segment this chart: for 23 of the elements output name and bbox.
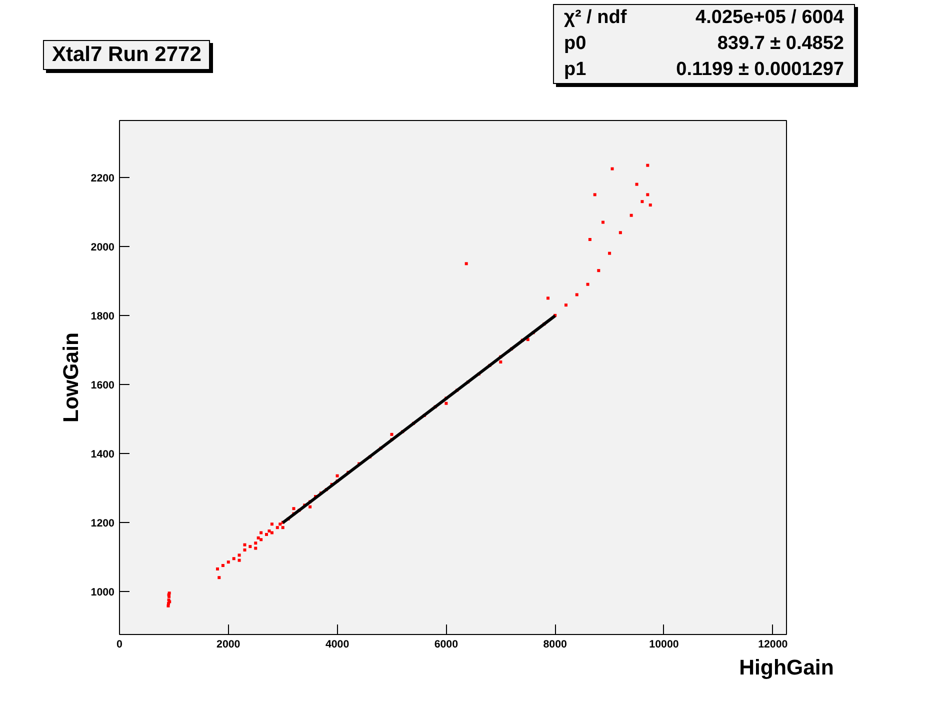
y-axis-title: LowGain	[58, 332, 83, 423]
y-tick-label: 2000	[90, 241, 115, 254]
y-tick-label: 1400	[90, 448, 115, 460]
x-tick-label: 10000	[649, 638, 679, 650]
x-tick-label: 6000	[434, 638, 458, 650]
text: 4.025e+05 / 6004	[694, 6, 845, 30]
text: p0	[563, 32, 588, 56]
y-tick-label: 1800	[90, 310, 115, 322]
x-tick-label: 0	[116, 638, 123, 650]
text: 839.7 ± 0.4852	[716, 32, 845, 56]
x-tick-label: 8000	[543, 638, 568, 650]
y-tick-label: 2200	[90, 172, 115, 184]
text: 0.1199 ± 0.0001297	[675, 58, 845, 82]
y-tick-label: 1000	[90, 586, 115, 598]
y-tick-label: 1600	[90, 379, 115, 392]
text: p1	[563, 58, 588, 82]
x-tick-label: 2000	[216, 638, 240, 650]
chart-title: Xtal7 Run 2772	[43, 40, 210, 70]
x-tick-label: 12000	[758, 638, 788, 650]
text: χ² / ndf	[563, 6, 628, 30]
x-tick-label: 4000	[325, 638, 350, 650]
x-axis-title: HighGain	[739, 656, 834, 680]
y-tick-label: 1200	[90, 517, 115, 530]
